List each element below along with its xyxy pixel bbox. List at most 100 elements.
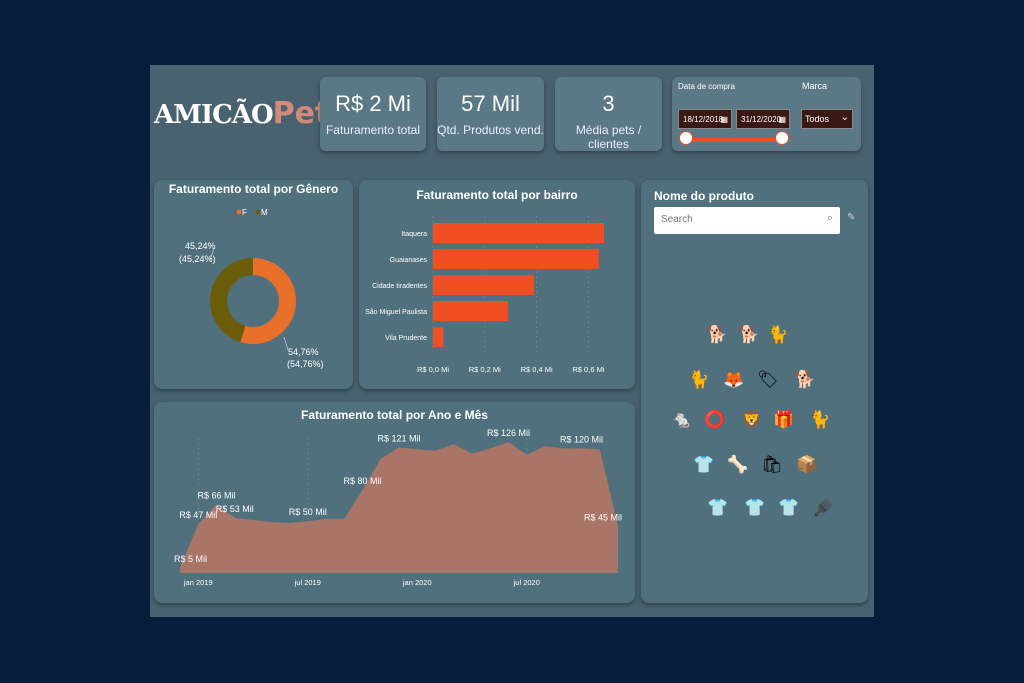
x-tick-label: jan 2020 bbox=[402, 578, 432, 587]
x-tick-label: R$ 0,0 Mi bbox=[417, 365, 449, 374]
leader-line bbox=[283, 336, 289, 351]
gender-donut-chart: F M 54,76% (54,76%) 45,24% (45,24%) bbox=[179, 208, 324, 369]
slider-handle-start[interactable] bbox=[679, 131, 693, 145]
neighborhood-bar-chart: R$ 0,0 Mi R$ 0,2 Mi R$ 0,4 Mi R$ 0,6 Mi Itaq… bbox=[365, 216, 605, 374]
brand-filter-label: Marca bbox=[802, 81, 828, 91]
x-tick-label: R$ 0,2 Mi bbox=[469, 365, 501, 374]
chevron-down-icon: ⌄ bbox=[840, 112, 849, 123]
product-filter-panel: Nome do produto ⌕ ✎ 🐕 🐕 🐈 🐈 🦊 🏷 🐕 🐁 ⭕ 🦁 🎁 🐈 👕 🦴 🛍 📦 👕 👕 👕 🪮 bbox=[641, 180, 868, 603]
cat-food-pack-icon[interactable]: 📦 bbox=[796, 455, 818, 474]
data-label-f: 54,76% bbox=[288, 347, 319, 357]
data-label: R$ 50 Mil bbox=[289, 507, 327, 517]
data-label: R$ 45 Mil bbox=[584, 512, 622, 522]
eraser-icon[interactable]: ✎ bbox=[847, 212, 856, 223]
pet-clothes-icon[interactable]: 👕 bbox=[744, 498, 766, 517]
lion-toy-icon[interactable]: 🦁 bbox=[741, 410, 763, 429]
legend-dot-m bbox=[255, 209, 261, 215]
data-label: R$ 47 Mil bbox=[179, 510, 217, 520]
pet-brush-icon[interactable]: 🪮 bbox=[813, 498, 835, 517]
pet-clothes-icon[interactable]: 👕 bbox=[778, 498, 800, 517]
bar bbox=[433, 327, 444, 347]
donut-slice-m bbox=[210, 258, 253, 343]
cat-food-box-icon[interactable]: 🐈 bbox=[688, 370, 710, 389]
date-start-value: 18/12/2018 bbox=[683, 115, 724, 124]
data-label: R$ 66 Mil bbox=[197, 490, 235, 500]
legend-item-f: F bbox=[242, 208, 247, 217]
brand-dropdown-value: Todos bbox=[805, 114, 830, 124]
area-series bbox=[180, 442, 618, 573]
data-label-m: 45,24% bbox=[185, 241, 216, 251]
chart-title: Faturamento total por Ano e Mês bbox=[301, 408, 488, 422]
chart-title: Faturamento total por Gênero bbox=[168, 182, 339, 196]
bar bbox=[433, 301, 509, 321]
data-sublabel-m: (45,24%) bbox=[179, 254, 216, 264]
mouse-toy-icon[interactable]: 🐁 bbox=[671, 410, 693, 429]
dog-food-bag-icon[interactable]: 🐕 bbox=[738, 325, 760, 344]
pet-clothes-icon[interactable]: 👕 bbox=[707, 498, 729, 517]
legend-dot-f bbox=[236, 209, 242, 215]
date-end-input[interactable]: 31/12/2020 ▦ bbox=[736, 109, 790, 129]
kpi-card-revenue: R$ 2 Mi Faturamento total bbox=[320, 77, 426, 151]
kpi-label: Média pets / clientes bbox=[575, 123, 642, 151]
category-label: São Miguel Paulista bbox=[365, 309, 427, 316]
date-start-input[interactable]: 18/12/2018 ▦ bbox=[678, 109, 732, 129]
donut-slice-f bbox=[240, 258, 296, 344]
leader-line bbox=[209, 247, 215, 261]
kpi-card-products: 57 Mil Qtd. Produtos vend. bbox=[437, 77, 544, 151]
search-field[interactable]: ⌕ bbox=[654, 207, 840, 234]
calendar-icon: ▦ bbox=[720, 115, 728, 124]
monthly-area-chart: jan 2019 jul 2019 jan 2020 jul 2020 R$ 5 Mil… bbox=[174, 428, 622, 587]
dog-food-bag-icon[interactable]: 🐕 bbox=[706, 325, 728, 344]
data-label: R$ 53 Mil bbox=[216, 504, 254, 514]
data-label: R$ 120 Mil bbox=[560, 434, 603, 444]
dog-food-bag-icon[interactable]: 🐕 bbox=[794, 370, 816, 389]
x-tick-label: jul 2020 bbox=[513, 578, 540, 587]
cat-food-box-icon[interactable]: 🐈 bbox=[767, 325, 789, 344]
legend-item-m: M bbox=[261, 208, 268, 217]
kpi-value: 57 Mil bbox=[461, 91, 520, 116]
date-end-value: 31/12/2020 bbox=[741, 115, 782, 124]
brand-logo: AMICÃOPets bbox=[154, 96, 347, 131]
logo-text-primary: AMICÃO bbox=[154, 100, 274, 130]
brand-dropdown[interactable]: Todos ⌄ bbox=[801, 109, 853, 129]
monthly-chart-panel: Faturamento total por Ano e Mês jan 2019… bbox=[154, 402, 635, 603]
cat-food-box-icon[interactable]: 🐈 bbox=[809, 410, 831, 429]
bar bbox=[433, 249, 599, 269]
category-label: Vila Prudente bbox=[385, 335, 427, 342]
x-tick-label: jan 2019 bbox=[183, 578, 213, 587]
x-tick-label: R$ 0,6 Mi bbox=[572, 365, 604, 374]
kpi-label: Faturamento total bbox=[325, 123, 421, 137]
data-label: R$ 5 Mil bbox=[174, 554, 207, 564]
dog-collar-icon[interactable]: ⭕ bbox=[704, 410, 726, 429]
dog-bone-icon[interactable]: 🦴 bbox=[727, 455, 749, 474]
date-filter-label: Data de compra bbox=[678, 82, 735, 91]
neighborhood-chart-panel: Faturamento total por bairro R$ 0,0 Mi R$… bbox=[359, 180, 635, 389]
bar bbox=[433, 223, 604, 243]
dashboard-frame: AMICÃOPets R$ 2 Mi Faturamento total 57 … bbox=[150, 65, 874, 617]
data-sublabel-f: (54,76%) bbox=[287, 359, 324, 369]
kpi-value: R$ 2 Mi bbox=[335, 91, 411, 116]
pet-food-pack-icon[interactable]: 🛍 bbox=[761, 455, 783, 474]
x-tick-label: jul 2019 bbox=[294, 578, 321, 587]
filter-card: Data de compra 18/12/2018 ▦ 31/12/2020 ▦… bbox=[672, 77, 861, 151]
pet-clothes-icon[interactable]: 👕 bbox=[693, 455, 715, 474]
product-panel-title: Nome do produto bbox=[654, 189, 754, 203]
category-label: Guaianases bbox=[390, 257, 428, 264]
dog-treat-box-icon[interactable]: 🎁 bbox=[773, 410, 795, 429]
gender-chart-panel: Faturamento total por Gênero F M 54,76% (54… bbox=[154, 180, 353, 389]
data-label: R$ 126 Mil bbox=[487, 428, 530, 438]
kpi-label: Qtd. Produtos vend. bbox=[437, 123, 544, 137]
category-label: Itaquera bbox=[401, 231, 427, 238]
search-input[interactable] bbox=[659, 213, 823, 226]
kpi-card-pets: 3 Média pets / clientes bbox=[555, 77, 662, 151]
category-label: Cidade tiradentes bbox=[372, 283, 427, 290]
bar bbox=[433, 275, 535, 295]
cat-toy-icon[interactable]: 🦊 bbox=[723, 370, 745, 389]
kpi-value: 3 bbox=[602, 91, 615, 116]
slider-handle-end[interactable] bbox=[775, 131, 789, 145]
data-label: R$ 80 Mil bbox=[343, 476, 381, 486]
chart-title: Faturamento total por bairro bbox=[416, 188, 578, 202]
x-tick-label: R$ 0,4 Mi bbox=[521, 365, 553, 374]
pet-collar-tag-icon[interactable]: 🏷 bbox=[757, 370, 779, 389]
date-range-slider[interactable] bbox=[679, 131, 789, 145]
